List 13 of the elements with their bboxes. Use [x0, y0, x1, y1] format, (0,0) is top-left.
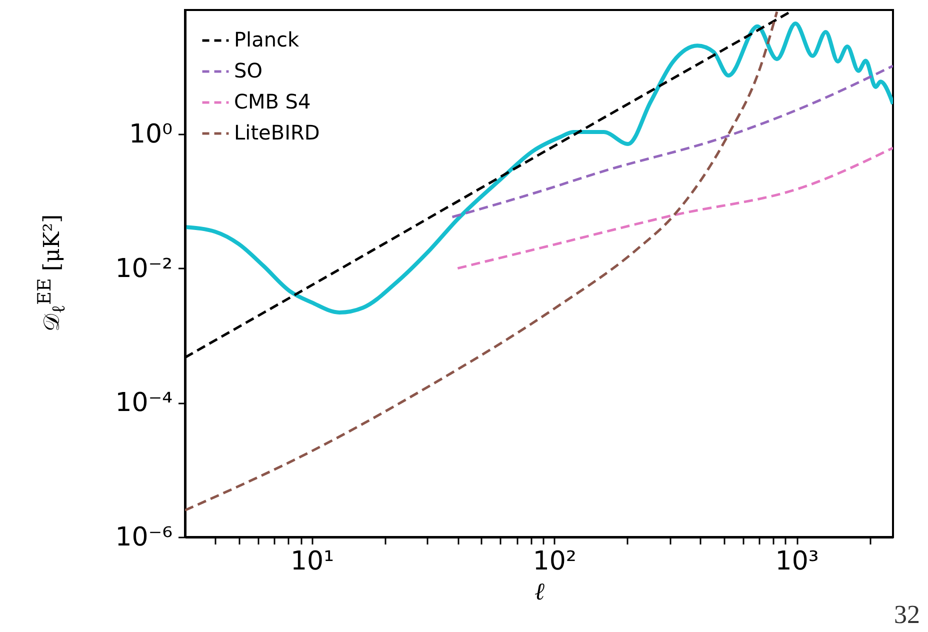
y-tick-label: 10⁻⁶ [115, 522, 172, 552]
x-tick-label: 10² [532, 546, 576, 576]
legend-label: LiteBIRD [234, 120, 320, 144]
y-tick-label: 10⁻² [115, 254, 172, 284]
legend-label: Planck [234, 28, 300, 52]
legend-label: SO [234, 58, 262, 82]
y-tick-label: 10⁻⁴ [115, 388, 172, 418]
x-tick-label: 10³ [775, 546, 819, 576]
legend-label: CMB S4 [234, 90, 311, 114]
y-tick-label: 10⁰ [128, 119, 172, 150]
x-axis-title: ℓ [534, 578, 544, 606]
text: 32 [894, 600, 920, 630]
x-tick-label: 10¹ [290, 546, 334, 576]
